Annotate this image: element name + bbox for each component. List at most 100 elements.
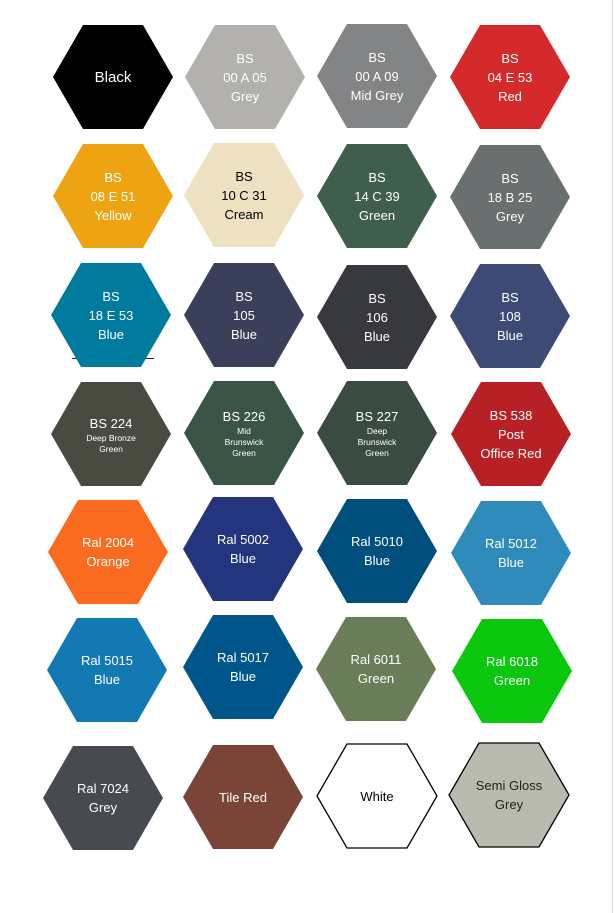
swatch-label-line: Ral 5010 (350, 534, 404, 549)
page-edge (612, 0, 613, 913)
hexagon-fill (184, 381, 304, 485)
swatch-label-line: Grey (494, 797, 524, 812)
hexagon-fill (185, 25, 305, 129)
hexagon-fill (51, 382, 171, 486)
hexagon-fill (450, 264, 570, 368)
swatch-label-line: Tile Red (219, 789, 267, 805)
swatch-label-line: BS (235, 168, 253, 184)
swatch-label-line: Blue (230, 326, 258, 342)
swatch-label-line: Black (94, 68, 132, 86)
swatch-label-line: Ral 5002 (216, 532, 270, 547)
swatch-label-line: Mid Grey (350, 87, 404, 103)
hexagon-fill (316, 617, 436, 721)
swatch-label-line: Ral 7024 (76, 781, 130, 796)
swatch-sublabel-line: Deep (366, 426, 388, 436)
colour-swatch: Ral 5010 Blue (316, 498, 438, 604)
swatch-label: Tile Red (182, 744, 304, 850)
hexagon-shape (317, 265, 437, 369)
swatch-label-line: Ral 5015 (80, 653, 134, 668)
hexagon-shape (450, 264, 570, 368)
hexagon-fill (183, 745, 303, 849)
swatch-label: BS 224 Deep Bronze Green (50, 381, 172, 487)
swatch-label-line: Cream (224, 206, 264, 222)
hexagon-shape (185, 25, 305, 129)
colour-swatch: Tile Red (182, 744, 304, 850)
swatch-label: BS 10 C 31 Cream (183, 142, 305, 248)
swatch-label-line: Blue (363, 328, 391, 344)
colour-swatch: White (316, 743, 438, 849)
hexagon-shape (450, 145, 570, 249)
swatch-label: BS 227 Deep Brunswick Green (316, 380, 438, 486)
hexagon-shape (47, 618, 167, 722)
hexagon-fill (51, 263, 171, 367)
swatch-label-line: BS (501, 289, 519, 305)
hexagon-shape (183, 745, 303, 849)
swatch-label-line: Office Red (480, 445, 542, 461)
swatch-label-line: Grey (495, 208, 525, 224)
swatch-label: Ral 5017 Blue (182, 614, 304, 720)
swatch-label-line: White (360, 788, 394, 804)
hexagon-fill (317, 265, 437, 369)
hexagon-fill (184, 143, 304, 247)
hexagon-fill (317, 144, 437, 248)
swatch-label-line: BS (501, 50, 519, 66)
hexagon-shape (317, 381, 437, 485)
hexagon-shape (317, 24, 437, 128)
swatch-sublabel-line: Green (232, 448, 256, 458)
swatch-label-line: Ral 2004 (81, 535, 135, 550)
hexagon-fill (43, 746, 163, 850)
swatch-label: BS 14 C 39 Green (316, 143, 438, 249)
swatch-label-line: Blue (497, 555, 525, 570)
swatch-sublabel-line: Mid (237, 426, 251, 436)
swatch-label-line: Ral 5012 (484, 536, 538, 551)
colour-swatch: BS 04 E 53 Red (449, 24, 571, 130)
colour-swatch: Ral 5015 Blue (46, 617, 168, 723)
swatch-label-line: Semi Gloss (475, 778, 543, 793)
colour-swatch: Ral 5002 Blue (182, 496, 304, 602)
colour-swatch: BS 14 C 39 Green (316, 143, 438, 249)
swatch-label-line: 105 (233, 307, 255, 323)
swatch-label: BS 18 B 25 Grey (449, 144, 571, 250)
swatch-label-line: Ral 6011 (350, 652, 402, 667)
swatch-label-line: Post (497, 426, 524, 442)
swatch-label-line: BS (368, 169, 386, 185)
swatch-label: Ral 5012 Blue (450, 500, 572, 606)
hexagon-shape (51, 382, 171, 486)
hexagon-shape (317, 144, 437, 248)
hexagon-shape (448, 742, 570, 848)
swatch-label-line: 00 A 09 (355, 68, 399, 84)
swatch-label-line: BS 226 (222, 409, 266, 424)
swatch-label-line: Green (358, 207, 396, 223)
swatch-label-line: 00 A 05 (223, 69, 267, 85)
colour-swatch: Ral 2004 Orange (47, 499, 169, 605)
colour-swatch: BS 18 B 25 Grey (449, 144, 571, 250)
colour-swatch: BS 108 Blue (449, 263, 571, 369)
swatch-label-line: BS (368, 49, 386, 65)
hexagon-fill (448, 742, 570, 848)
hexagon-fill (183, 615, 303, 719)
hexagon-fill (48, 500, 168, 604)
hexagon-fill (183, 497, 303, 601)
swatch-label: White (316, 743, 438, 849)
swatch-sublabel-line: Brunswick (224, 437, 264, 447)
swatch-label-line: 18 B 25 (487, 189, 533, 205)
hexagon-shape (451, 382, 571, 486)
colour-swatch: BS 00 A 09 Mid Grey (316, 23, 438, 129)
colour-swatch: Ral 5017 Blue (182, 614, 304, 720)
swatch-label-line: BS (102, 288, 120, 304)
colour-swatch: Black (52, 24, 174, 130)
swatch-label-line: BS (236, 50, 254, 66)
hexagon-fill (184, 263, 304, 367)
swatch-sublabel-line: Brunswick (357, 437, 397, 447)
swatch-label: BS 04 E 53 Red (449, 24, 571, 130)
swatch-label: Ral 2004 Orange (47, 499, 169, 605)
colour-swatch: BS 538 Post Office Red (450, 381, 572, 487)
colour-swatch: Ral 6011 Green (315, 616, 437, 722)
swatch-label-line: 18 E 53 (88, 307, 134, 323)
swatch-label-line: Grey (88, 800, 118, 815)
hexagon-shape (183, 497, 303, 601)
swatch-label: BS 00 A 09 Mid Grey (316, 23, 438, 129)
hexagon-shape (183, 615, 303, 719)
hexagon-fill (452, 619, 572, 723)
swatch-label-line: BS (235, 288, 253, 304)
